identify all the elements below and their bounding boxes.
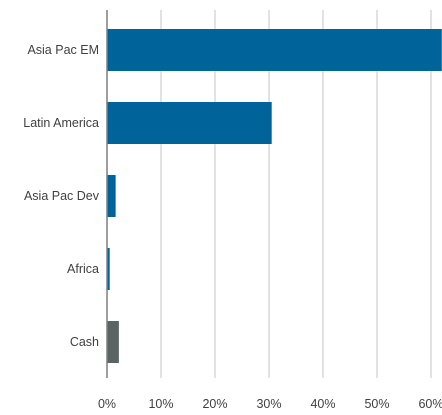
category-label: Cash: [70, 335, 99, 349]
x-tick-label: 10%: [148, 397, 173, 411]
x-tick-label: 0%: [98, 397, 116, 411]
gridlines: [160, 10, 432, 378]
category-label: Latin America: [23, 116, 99, 130]
bar-latin-america: [107, 102, 272, 144]
x-tick-label: 20%: [202, 397, 227, 411]
category-labels: Asia Pac EM Latin America Asia Pac Dev Afri…: [23, 43, 99, 349]
bar-asia-pac-dev: [107, 175, 116, 217]
category-label: Asia Pac Dev: [24, 189, 100, 203]
category-label: Africa: [67, 262, 99, 276]
category-label: Asia Pac EM: [27, 43, 99, 57]
x-tick-label: 50%: [364, 397, 389, 411]
x-tick-labels: 0% 10% 20% 30% 40% 50% 60%: [98, 397, 442, 411]
bar-asia-pac-em: [107, 29, 442, 71]
x-tick-label: 60%: [418, 397, 442, 411]
bar-cash: [107, 321, 119, 363]
x-tick-label: 40%: [310, 397, 335, 411]
x-tick-label: 30%: [256, 397, 281, 411]
bar-africa: [107, 248, 110, 290]
bars: [107, 29, 442, 363]
